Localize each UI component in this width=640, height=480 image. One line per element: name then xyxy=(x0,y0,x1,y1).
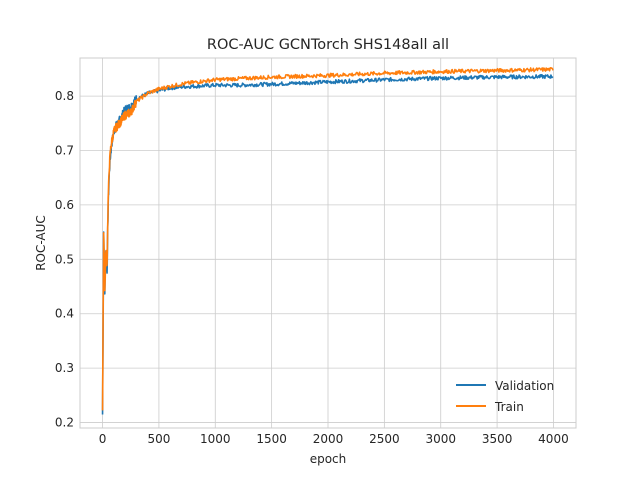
plot-frame xyxy=(79,57,577,429)
x-tick-label: 0 xyxy=(99,432,107,446)
series-line-validation xyxy=(101,73,554,415)
x-tick-label: 2000 xyxy=(313,432,344,446)
x-tick-label: 3500 xyxy=(482,432,513,446)
y-tick-label: 0.2 xyxy=(55,416,74,430)
legend-label-validation: Validation xyxy=(495,379,554,393)
x-tick-labels: 0 500 1000 1500 2000 2500 3000 3500 4000 xyxy=(99,432,569,446)
x-tick-label: 4000 xyxy=(538,432,569,446)
x-tick-label: 1000 xyxy=(200,432,231,446)
y-tick-label: 0.3 xyxy=(55,361,74,375)
y-tick-label: 0.5 xyxy=(55,252,74,266)
y-tick-label: 0.8 xyxy=(55,89,74,103)
legend-label-train: Train xyxy=(494,400,524,414)
y-tick-label: 0.6 xyxy=(55,198,74,212)
grid xyxy=(80,58,576,428)
legend: Validation Train xyxy=(456,379,554,414)
x-tick-label: 3000 xyxy=(425,432,456,446)
y-axis-label: ROC-AUC xyxy=(34,215,48,271)
series-line-train xyxy=(101,67,554,411)
y-tick-labels: 0.2 0.3 0.4 0.5 0.6 0.7 0.8 xyxy=(55,89,74,429)
x-tick-label: 1500 xyxy=(256,432,287,446)
x-tick-label: 2500 xyxy=(369,432,400,446)
y-tick-label: 0.4 xyxy=(55,307,74,321)
series-layer xyxy=(101,67,554,415)
chart-title: ROC-AUC GCNTorch SHS148all all xyxy=(207,37,449,53)
y-tick-label: 0.7 xyxy=(55,144,74,158)
x-tick-label: 500 xyxy=(147,432,170,446)
x-axis-label: epoch xyxy=(310,452,347,466)
